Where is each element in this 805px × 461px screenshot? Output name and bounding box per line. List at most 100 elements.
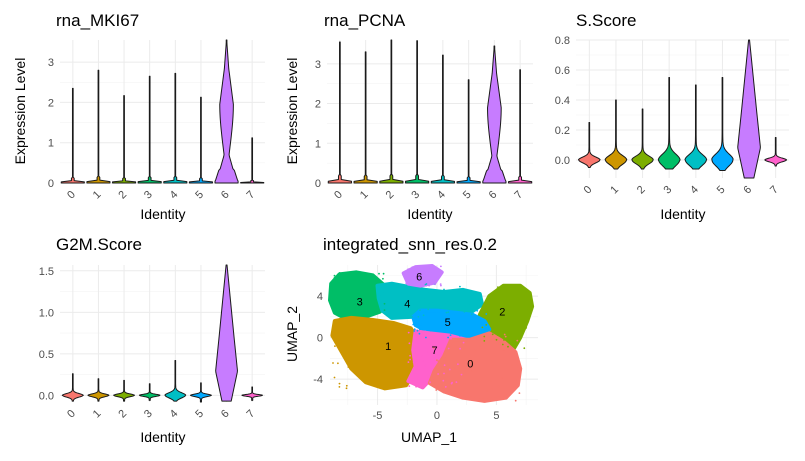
umap-point-3 xyxy=(333,274,336,277)
umap-point-7 xyxy=(409,354,411,357)
umap-point-4 xyxy=(395,294,398,297)
umap-point-1 xyxy=(360,321,363,324)
umap-point-4 xyxy=(422,314,425,317)
umap-point-6 xyxy=(410,269,412,272)
umap-point-3 xyxy=(349,301,351,304)
umap-point-7 xyxy=(440,353,442,356)
umap-point-2 xyxy=(491,315,494,318)
umap-point-7 xyxy=(447,347,450,350)
x-tick-label: 7 xyxy=(768,184,781,197)
umap-point-1 xyxy=(334,345,336,347)
umap-point-2 xyxy=(521,309,524,312)
y-axis-title: Expression Level xyxy=(12,58,28,165)
umap-point-1 xyxy=(351,366,353,369)
umap-point-4 xyxy=(471,293,474,296)
cluster-label-3: 3 xyxy=(357,296,363,308)
umap-point-6 xyxy=(406,272,409,275)
umap-clusters xyxy=(328,264,535,403)
y-tick-label: 0.0 xyxy=(39,390,54,402)
x-tick-label: 3 xyxy=(409,189,422,202)
umap-point-0 xyxy=(504,349,507,352)
violin-cluster-7 xyxy=(764,137,788,167)
umap-point-6 xyxy=(427,267,430,270)
umap-point-2 xyxy=(481,326,484,329)
umap-point-5 xyxy=(480,318,482,321)
umap-point-5 xyxy=(413,328,416,331)
umap-point-1 xyxy=(377,323,380,326)
x-tick-label: 6 xyxy=(487,189,500,202)
umap-point-4 xyxy=(439,303,442,306)
umap-point-2 xyxy=(510,324,513,327)
cluster-label-4: 4 xyxy=(404,298,410,310)
umap-point-5 xyxy=(476,316,479,319)
umap-point-0 xyxy=(511,364,513,366)
violin-cluster-4 xyxy=(430,54,455,184)
umap-point-4 xyxy=(389,286,391,288)
umap-point-1 xyxy=(369,360,371,363)
umap-point-1 xyxy=(349,359,352,362)
umap-point-3 xyxy=(357,307,360,309)
x-tick-label: 5 xyxy=(461,189,474,202)
x-tick-label: 0 xyxy=(582,184,595,197)
x-tick-label: 3 xyxy=(661,184,674,197)
umap-point-0 xyxy=(479,345,482,347)
umap-point-5 xyxy=(457,332,460,335)
umap-point-7 xyxy=(457,363,459,366)
y-tick-label: -4 xyxy=(313,374,323,386)
panel-title: integrated_snn_res.0.2 xyxy=(323,235,497,254)
umap-point-6 xyxy=(439,283,442,285)
umap-point-6 xyxy=(411,282,413,284)
violin-cluster-7 xyxy=(508,69,533,184)
umap-point-6 xyxy=(433,282,435,284)
umap-point-3 xyxy=(344,282,347,284)
umap-point-2 xyxy=(503,339,505,341)
umap-point-7 xyxy=(455,381,458,383)
violin-cluster-6 xyxy=(482,45,507,184)
umap-point-4 xyxy=(428,292,431,295)
umap-point-0 xyxy=(440,378,443,380)
umap-point-6 xyxy=(427,271,429,274)
umap-point-0 xyxy=(436,359,438,362)
umap-point-4 xyxy=(443,288,445,291)
violin-cluster-0 xyxy=(60,87,85,184)
x-tick-label: 1 xyxy=(91,189,104,202)
umap-point-4 xyxy=(469,302,472,305)
umap-point-2 xyxy=(497,286,499,289)
umap-point-4 xyxy=(412,302,415,305)
panel-title: S.Score xyxy=(576,11,636,30)
umap-point-0 xyxy=(453,367,456,369)
umap-point-1 xyxy=(392,338,394,341)
umap-point-6 xyxy=(420,274,423,277)
x-axis-title: Identity xyxy=(140,206,185,222)
x-tick-label: 4 xyxy=(168,189,181,202)
x-axis-title: UMAP_1 xyxy=(401,429,457,445)
umap-point-0 xyxy=(457,337,459,340)
x-tick-label: 5 xyxy=(493,410,499,422)
umap-point-2 xyxy=(527,309,529,312)
y-tick-label: 3 xyxy=(315,59,321,71)
umap-point-5 xyxy=(435,311,437,313)
umap-point-4 xyxy=(459,285,461,288)
umap-point-4 xyxy=(385,311,388,314)
umap-point-5 xyxy=(419,327,421,329)
umap-point-7 xyxy=(437,373,439,375)
umap-point-4 xyxy=(444,303,447,306)
umap-point-4 xyxy=(478,298,481,300)
umap-point-0 xyxy=(458,365,461,368)
umap-point-2 xyxy=(483,340,486,342)
umap-cluster-4 xyxy=(375,281,485,320)
umap-point-1 xyxy=(339,317,341,320)
x-tick-label: 7 xyxy=(244,408,257,421)
umap-point-4 xyxy=(468,292,471,295)
umap-point-2 xyxy=(504,329,506,332)
x-tick-label: 4 xyxy=(435,189,448,202)
violin-cluster-1 xyxy=(353,51,378,184)
umap-cluster-0 xyxy=(427,331,523,403)
umap-point-2 xyxy=(517,317,519,320)
umap-point-0 xyxy=(514,379,517,382)
umap-point-7 xyxy=(429,381,431,384)
violin-cluster-6 xyxy=(214,39,239,184)
umap-point-1 xyxy=(351,328,353,331)
umap-point-2 xyxy=(508,312,510,315)
